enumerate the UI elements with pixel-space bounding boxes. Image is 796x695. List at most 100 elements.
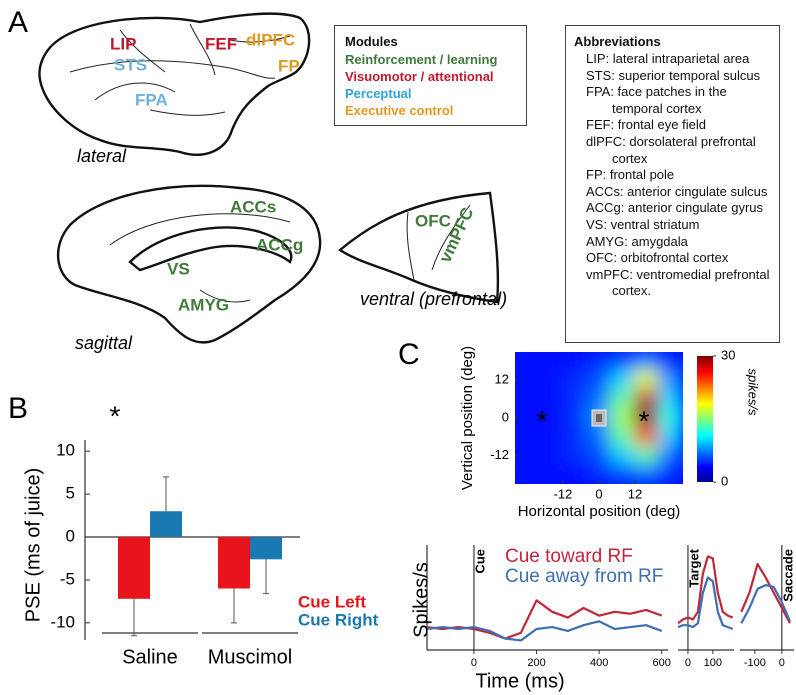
region-label: FEF (205, 34, 237, 53)
significance-star: * (110, 400, 121, 431)
trace (677, 576, 734, 631)
module-item: Executive control (345, 103, 454, 118)
sulcus (431, 204, 471, 271)
error-bar (131, 598, 137, 637)
heatmap-cell (586, 426, 612, 448)
sulcus (199, 289, 251, 303)
x-tick-label: 0 (779, 657, 785, 669)
legend-entry: Cue Left (298, 592, 366, 611)
bar (150, 511, 182, 537)
heatmap-cell (562, 352, 588, 372)
x-axis-label: Horizontal position (deg) (518, 503, 681, 520)
sulcus (406, 211, 415, 281)
bar (218, 536, 250, 589)
heatmap-cell (610, 464, 636, 484)
view-caption: ventral (prefrontal) (360, 289, 507, 309)
abbreviation: OFC: orbitofrontal cortex (586, 250, 729, 266)
module-item: Visuomotor / attentional (345, 69, 494, 84)
heatmap-cell (634, 407, 660, 429)
heatmap-cell (562, 445, 588, 467)
y-tick-label: 0 (502, 409, 509, 424)
heatmap-cell (515, 407, 540, 429)
view-caption: lateral (77, 146, 127, 166)
heatmap-cell (634, 352, 660, 372)
error-bar (231, 588, 237, 624)
heatmap-cell (586, 464, 612, 484)
heatmap-cell (658, 369, 683, 391)
y-tick-label: 12 (495, 372, 509, 387)
x-tick-label: 400 (590, 657, 608, 669)
y-tick-label: -12 (490, 447, 509, 462)
view-caption: sagittal (75, 333, 133, 353)
modules-box: Modules Reinforcement / learning Visuomot… (334, 25, 527, 126)
heatmap-cell (515, 445, 540, 467)
stimulus-inner (596, 414, 602, 422)
heatmap-cell (538, 445, 564, 467)
heatmap-cell (634, 369, 660, 391)
x-tick-label: 0 (685, 657, 691, 669)
region-label: FP (278, 56, 300, 75)
brain-outline (56, 184, 322, 344)
heatmap-cell (658, 445, 683, 467)
abbreviation: LIP: lateral intraparietal area (586, 51, 750, 66)
heatmap-cell (515, 426, 540, 448)
colorbar-label: spikes/s (746, 369, 761, 416)
modules-title: Modules (345, 34, 398, 49)
region-label: AMYG (178, 295, 229, 314)
sulcus (149, 109, 226, 116)
trace (426, 620, 663, 642)
colorbar (697, 356, 713, 482)
heatmap-cell (562, 407, 588, 429)
heatmap-cell (658, 407, 683, 429)
heatmap-cell (538, 426, 564, 448)
brain-outline (337, 191, 500, 304)
bar (250, 536, 282, 560)
abbreviations-title: Abbreviations (574, 34, 661, 49)
region-label: STS (114, 55, 147, 74)
sulcus (119, 29, 166, 73)
abbreviation: VS: ventral striatum (586, 216, 700, 232)
rf-marker: * (639, 405, 650, 436)
heatmap-cell (586, 445, 612, 467)
y-tick-label: -5 (60, 569, 75, 588)
event-label: Target (686, 548, 701, 587)
x-tick-label: 100 (704, 657, 722, 669)
heatmap-cell (562, 426, 588, 448)
trace (677, 555, 734, 625)
x-tick-label: 0 (471, 657, 477, 669)
sulcus (229, 35, 291, 43)
heatmap-cell (610, 445, 636, 467)
heatmap-cell (658, 352, 683, 372)
legend-entry: Cue Right (298, 610, 379, 629)
heatmap-cell (634, 464, 660, 484)
heatmap-cell (538, 464, 564, 484)
heatmap-cell (610, 369, 636, 391)
heatmap-cell (610, 388, 636, 410)
y-tick-label: -10 (50, 612, 75, 631)
abbreviation: ACCg: anterior cingulate gyrus (586, 200, 764, 216)
region-label: FPA (135, 90, 168, 109)
panel-label: A (8, 6, 28, 39)
abbreviation: AMYG: amygdala (586, 233, 688, 249)
trace (740, 583, 791, 624)
rf-marker: * (537, 405, 548, 436)
y-axis-label: PSE (ms of juice) (22, 468, 44, 622)
abbreviation: dlPFC: dorsolateral prefrontal cortex (586, 133, 756, 166)
colorbar-tick-label: 0 (721, 473, 728, 488)
x-tick-label: -100 (744, 657, 766, 669)
region-label: ACCs (230, 197, 276, 216)
heatmap-cell (610, 426, 636, 448)
x-tick-label: -12 (554, 486, 573, 501)
region-label: ACCg (256, 235, 303, 254)
abbreviation: ACCs: anterior cingulate sulcus (586, 183, 768, 199)
abbreviation: STS: superior temporal sulcus (586, 67, 761, 83)
abbreviation: vmPFC: ventromedial prefrontal cortex. (586, 266, 770, 299)
heatmap-cell (586, 352, 612, 372)
sulcus (189, 23, 216, 76)
heatmap-cell (538, 369, 564, 391)
heatmap-cell (658, 464, 683, 484)
heatmap-cells (515, 352, 683, 484)
event-label: Saccade (780, 549, 795, 602)
